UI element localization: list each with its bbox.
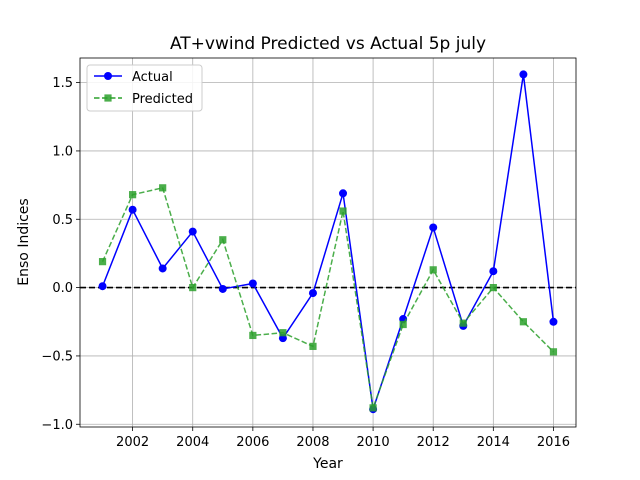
data-point-predicted bbox=[549, 348, 558, 356]
series-line-predicted bbox=[101, 186, 554, 409]
data-point-predicted bbox=[519, 318, 527, 326]
data-point-actual bbox=[98, 282, 107, 291]
data-point-actual bbox=[128, 205, 137, 214]
data-point-predicted bbox=[219, 236, 227, 244]
plot-frame bbox=[79, 57, 577, 428]
y-tick-label: −0.5 bbox=[41, 349, 73, 364]
x-tick-label: 2006 bbox=[236, 435, 269, 450]
series-predicted bbox=[98, 184, 558, 412]
y-tick-label: 0.0 bbox=[52, 281, 73, 296]
x-tick-label: 2010 bbox=[357, 435, 390, 450]
data-point-actual bbox=[248, 279, 257, 288]
data-point-predicted bbox=[369, 404, 377, 412]
data-point-predicted bbox=[189, 284, 197, 292]
x-tick-label: 2012 bbox=[417, 435, 450, 450]
data-point-actual bbox=[308, 289, 317, 298]
legend-marker bbox=[104, 94, 112, 102]
y-tick-label: 0.5 bbox=[52, 213, 73, 228]
series-line-actual bbox=[101, 74, 555, 410]
data-point-predicted bbox=[309, 342, 317, 350]
y-tick-label: 1.0 bbox=[52, 144, 73, 159]
x-tick-label: 2014 bbox=[477, 435, 510, 450]
x-tick-label: 2008 bbox=[296, 435, 329, 450]
data-point-actual bbox=[489, 267, 498, 276]
y-axis-label: Enso Indices bbox=[16, 198, 32, 285]
data-point-predicted bbox=[159, 184, 167, 192]
legend-label: Actual bbox=[132, 70, 173, 85]
data-point-actual bbox=[158, 264, 167, 273]
data-point-actual bbox=[339, 189, 348, 198]
data-point-predicted bbox=[129, 191, 137, 199]
data-point-predicted bbox=[489, 284, 497, 292]
data-point-predicted bbox=[249, 331, 257, 340]
legend: Actual Predicted bbox=[86, 64, 203, 112]
x-axis-ticks: 2002 2004 2006 2008 2010 2012 2014 2016 bbox=[116, 427, 570, 450]
data-point-predicted bbox=[459, 319, 467, 327]
y-tick-label: −1.0 bbox=[41, 418, 73, 433]
data-point-predicted bbox=[279, 329, 287, 337]
x-axis-label: Year bbox=[312, 456, 343, 472]
series-group bbox=[98, 70, 558, 414]
data-point-actual bbox=[429, 223, 438, 232]
x-tick-label: 2004 bbox=[176, 435, 209, 450]
data-point-actual bbox=[188, 227, 197, 236]
x-tick-label: 2002 bbox=[116, 435, 149, 450]
data-point-predicted bbox=[98, 258, 107, 266]
x-tick-label: 2016 bbox=[537, 435, 570, 450]
legend-label: Predicted bbox=[132, 92, 193, 107]
y-axis-ticks: −1.0 −0.5 0.0 0.5 1.0 1.5 bbox=[41, 76, 80, 433]
legend-marker bbox=[104, 72, 112, 80]
data-point-predicted bbox=[399, 320, 407, 329]
data-point-actual bbox=[218, 284, 227, 293]
chart-title: AT+vwind Predicted vs Actual 5p july bbox=[170, 34, 486, 54]
data-point-predicted bbox=[429, 266, 437, 274]
data-point-actual bbox=[549, 317, 558, 326]
y-tick-label: 1.5 bbox=[52, 76, 73, 91]
data-point-actual bbox=[519, 70, 528, 79]
data-point-predicted bbox=[339, 207, 347, 215]
